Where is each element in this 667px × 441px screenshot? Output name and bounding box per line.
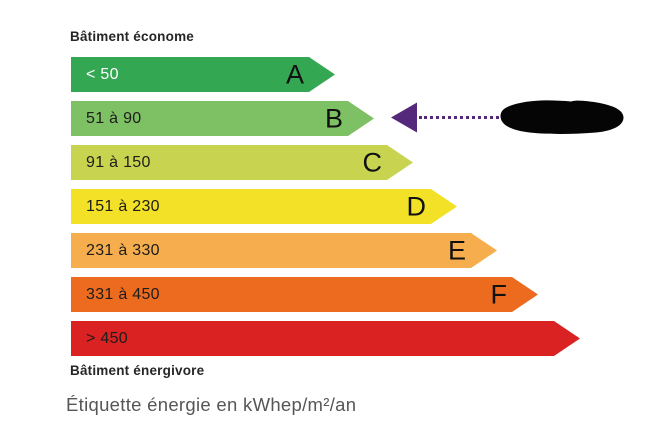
energy-band-e: 231 à 330 E — [71, 233, 497, 268]
band-range-label: > 450 — [86, 329, 128, 347]
band-range-label: 331 à 450 — [86, 285, 160, 303]
arrow-left-triangle — [391, 102, 417, 133]
energy-band-a: < 50 A — [71, 57, 335, 92]
band-letter: F — [490, 279, 507, 309]
energy-band-g: > 450 — [71, 321, 580, 356]
band-letter: C — [362, 147, 382, 177]
band-letter: A — [285, 59, 304, 89]
band-range-label: < 50 — [86, 65, 119, 83]
energy-band-f: 331 à 450 F — [71, 277, 538, 312]
energy-bands: < 50 A 51 à 90 B 91 à 150 C 151 à 230 D 231 à 33… — [71, 0, 631, 360]
redacted-blob-shape — [500, 100, 624, 134]
dotted-connector-line — [419, 116, 499, 119]
band-range-label: 91 à 150 — [86, 153, 151, 171]
energy-label-caption: Étiquette énergie en kWhep/m²/an — [66, 394, 357, 415]
band-letter: D — [406, 191, 426, 221]
energy-band-c: 91 à 150 C — [71, 145, 413, 180]
band-range-label: 231 à 330 — [86, 241, 160, 259]
band-letter: B — [324, 103, 343, 133]
band-letter: E — [447, 235, 466, 265]
energy-band-b: 51 à 90 B — [71, 101, 374, 136]
energy-intensive-building-label: Bâtiment énergivore — [70, 363, 205, 378]
redacted-value-blob — [500, 100, 624, 134]
economical-building-label: Bâtiment économe — [70, 29, 194, 44]
band-range-label: 151 à 230 — [86, 197, 160, 215]
energy-band-d: 151 à 230 D — [71, 189, 457, 224]
arrow-left-icon — [391, 102, 417, 133]
band-range-label: 51 à 90 — [86, 109, 142, 127]
